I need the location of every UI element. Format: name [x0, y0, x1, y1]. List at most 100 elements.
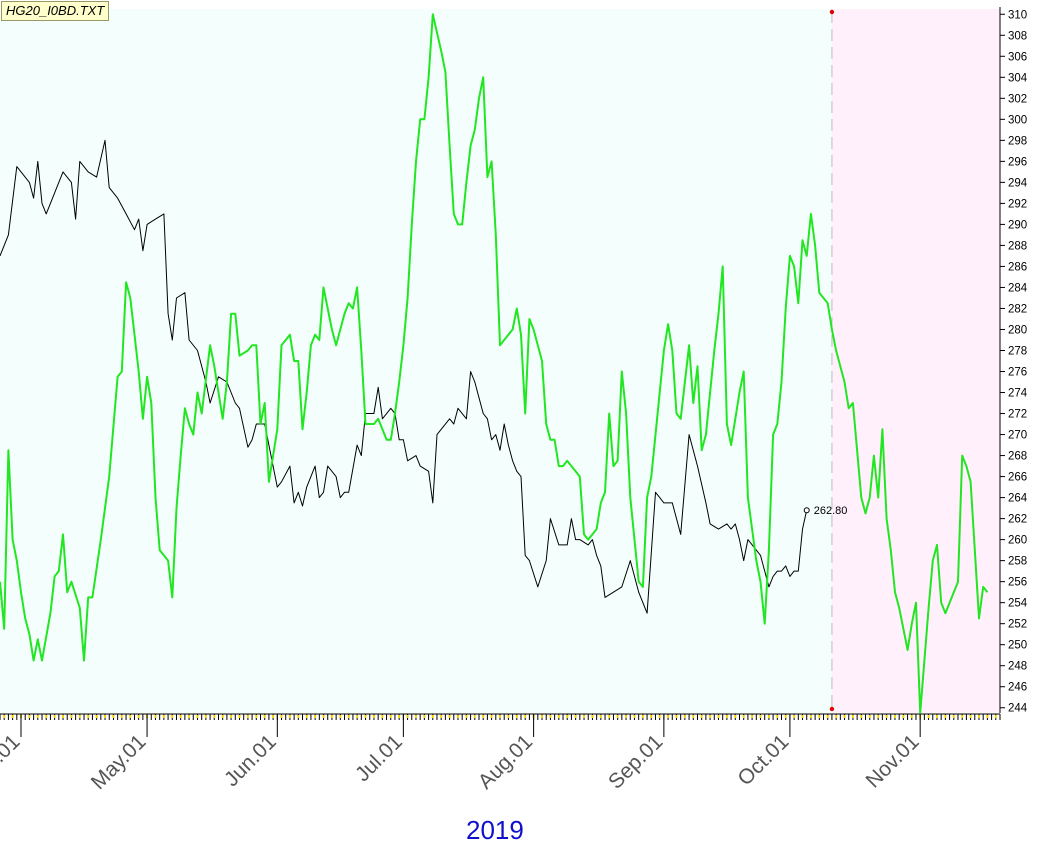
last-price-marker: [803, 507, 810, 514]
x-day-tick-mark: [944, 715, 947, 718]
y-tick-label: 308: [1008, 30, 1027, 42]
x-day-tick-mark: [893, 715, 896, 718]
x-day-tick-mark: [877, 715, 880, 718]
x-month-label: Apr.01: [0, 730, 25, 789]
y-tick-label: 270: [1008, 430, 1027, 442]
file-name-label: HG20_I0BD.TXT: [1, 1, 110, 21]
x-day-tick-mark: [448, 715, 451, 718]
y-tick-label: 254: [1008, 598, 1028, 610]
y-tick-label: 268: [1008, 451, 1027, 463]
y-tick-label: 286: [1008, 261, 1027, 273]
x-day-tick-mark: [154, 715, 157, 718]
x-day-tick-mark: [599, 715, 602, 718]
x-day-tick-mark: [322, 715, 325, 718]
x-day-tick-mark: [851, 715, 854, 718]
x-day-tick-mark: [860, 715, 863, 718]
x-day-tick-mark: [230, 715, 233, 718]
x-day-tick-mark: [641, 715, 644, 718]
x-day-tick-mark: [406, 715, 409, 718]
y-tick-label: 264: [1008, 493, 1028, 505]
y-tick-label: 262: [1008, 514, 1027, 526]
year-axis-label: 2019: [466, 815, 524, 845]
x-day-tick-mark: [330, 715, 333, 718]
y-tick-label: 258: [1008, 556, 1027, 568]
x-month-label: Jun.01: [220, 730, 281, 791]
x-day-tick-mark: [11, 715, 14, 718]
x-day-tick-mark: [28, 715, 31, 718]
x-day-tick-mark: [263, 715, 266, 718]
x-day-tick-mark: [793, 715, 796, 718]
y-tick-label: 290: [1008, 219, 1027, 231]
x-day-tick-mark: [364, 715, 367, 718]
x-day-tick-mark: [675, 715, 678, 718]
x-day-tick-mark: [650, 715, 653, 718]
x-day-tick-mark: [431, 715, 434, 718]
y-tick-label: 272: [1008, 409, 1027, 421]
x-day-tick-mark: [574, 715, 577, 718]
x-day-tick-mark: [162, 715, 165, 718]
x-day-tick-mark: [305, 715, 308, 718]
x-day-tick-mark: [221, 715, 224, 718]
x-day-tick-mark: [566, 715, 569, 718]
x-day-tick-mark: [868, 715, 871, 718]
x-day-tick-mark: [120, 715, 123, 718]
y-tick-label: 304: [1008, 72, 1028, 84]
x-month-label: Sep.01: [604, 730, 667, 793]
x-day-tick-mark: [557, 715, 560, 718]
x-day-tick-mark: [608, 715, 611, 718]
x-day-tick-mark: [104, 715, 107, 718]
x-month-label: May.01: [87, 730, 151, 794]
x-month-label: Jul.01: [351, 730, 407, 786]
x-day-tick-mark: [440, 715, 443, 718]
x-day-tick-mark: [204, 715, 207, 718]
x-day-tick-mark: [835, 715, 838, 718]
x-day-tick-mark: [734, 715, 737, 718]
x-day-tick-mark: [499, 715, 501, 718]
y-tick-label: 288: [1008, 240, 1027, 252]
y-tick-label: 282: [1008, 303, 1027, 315]
x-day-tick-mark: [759, 715, 762, 718]
x-day-tick-mark: [751, 715, 754, 718]
x-day-tick-mark: [709, 715, 712, 718]
x-day-tick-mark: [297, 715, 300, 718]
x-day-tick-mark: [692, 715, 695, 718]
y-tick-label: 246: [1008, 682, 1027, 694]
x-day-tick-mark: [515, 715, 518, 718]
x-day-tick-mark: [977, 715, 980, 718]
y-tick-label: 306: [1008, 51, 1027, 63]
x-month-label: Oct.01: [733, 730, 793, 790]
y-tick-label: 244: [1008, 703, 1028, 715]
x-day-tick-mark: [188, 715, 191, 718]
x-day-tick-mark: [465, 715, 468, 718]
y-tick-label: 284: [1008, 282, 1028, 294]
x-day-tick-mark: [507, 715, 510, 718]
x-day-tick-mark: [272, 715, 275, 718]
x-day-tick-mark: [473, 715, 476, 718]
x-day-tick-mark: [961, 715, 964, 718]
y-tick-label: 274: [1008, 388, 1028, 400]
x-day-tick-mark: [490, 715, 493, 718]
y-tick-label: 300: [1008, 114, 1027, 126]
x-day-tick-mark: [179, 715, 182, 718]
x-day-tick-mark: [818, 715, 821, 718]
x-day-tick-mark: [171, 715, 174, 718]
price-line-green: [0, 13, 989, 714]
x-day-tick-mark: [683, 715, 686, 718]
x-day-tick-mark: [826, 715, 829, 718]
x-day-tick-mark: [784, 715, 787, 718]
forecast-background: [831, 9, 1000, 713]
y-tick-label: 292: [1008, 198, 1027, 210]
x-day-tick-mark: [45, 715, 48, 718]
x-day-tick-mark: [910, 715, 913, 718]
x-day-tick-mark: [541, 715, 544, 718]
x-day-tick-mark: [62, 715, 65, 718]
x-day-tick-mark: [456, 715, 459, 718]
x-day-tick-mark: [36, 715, 39, 718]
y-tick-label: 250: [1008, 640, 1027, 652]
y-tick-label: 294: [1008, 177, 1028, 189]
y-tick-label: 296: [1008, 156, 1027, 168]
x-day-tick-mark: [591, 715, 594, 718]
x-day-tick-mark: [927, 715, 930, 718]
x-day-tick-mark: [767, 715, 770, 718]
